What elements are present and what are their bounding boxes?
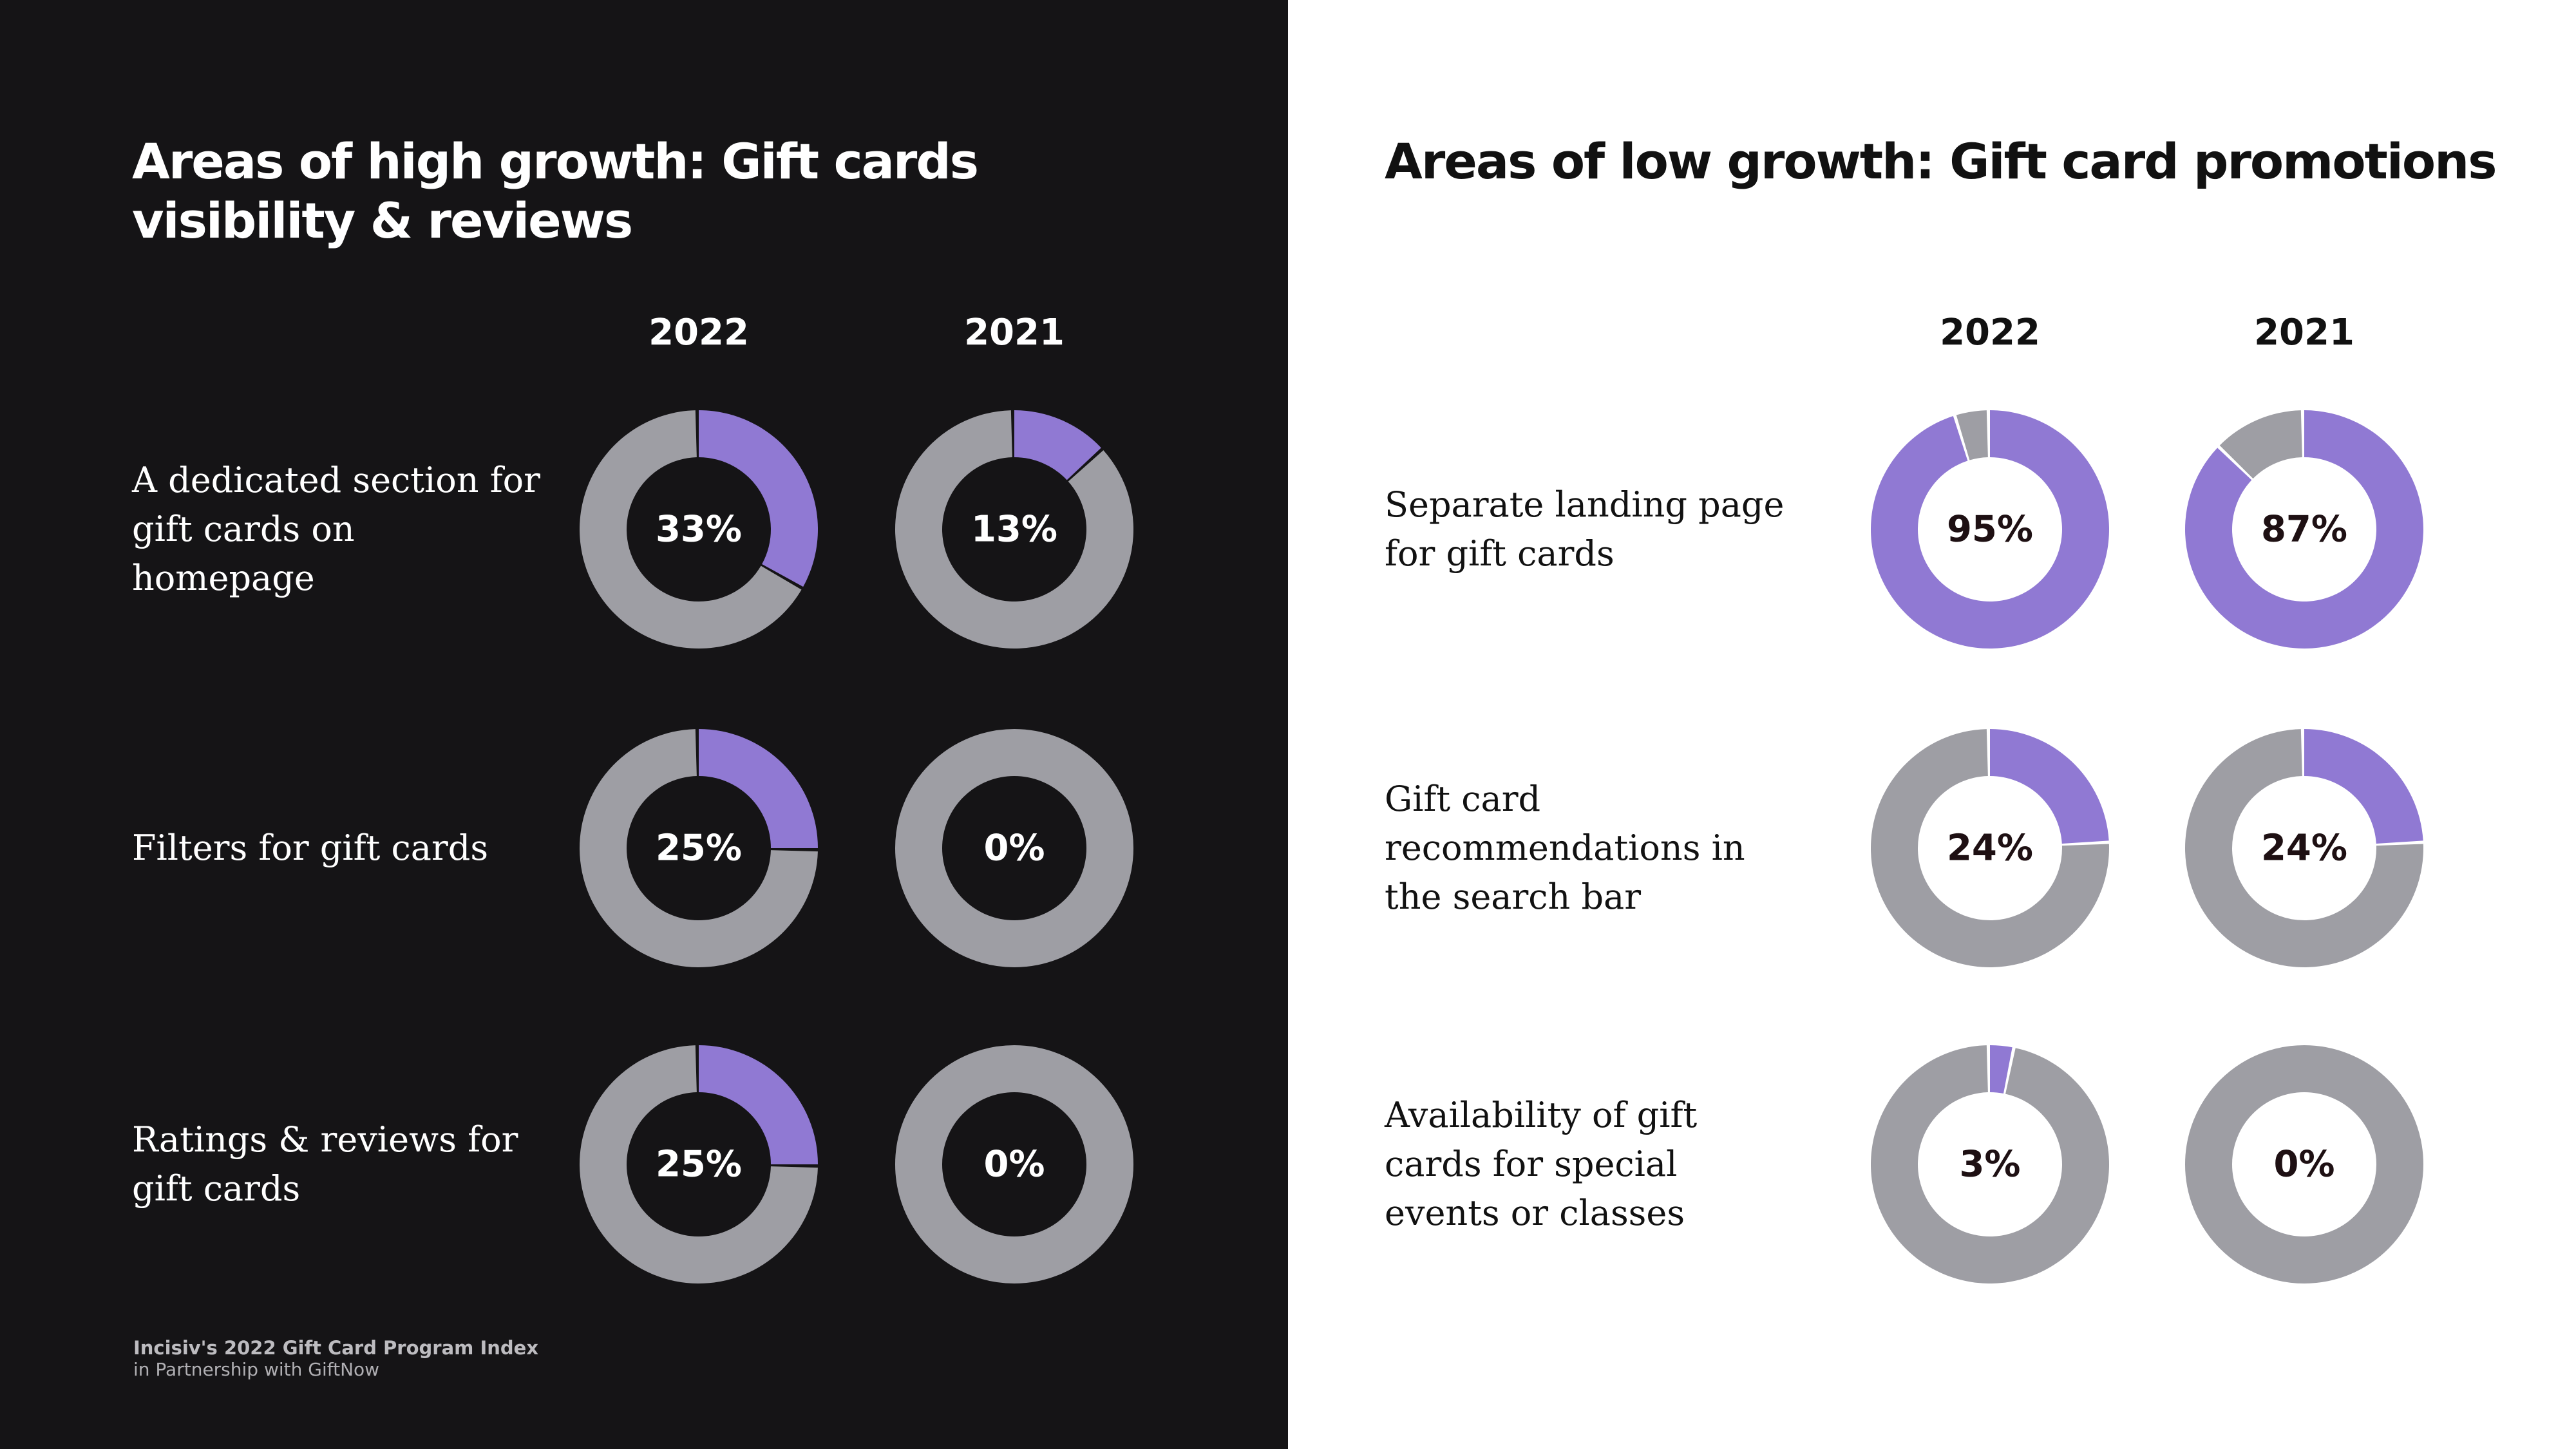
donut-search-recommendations-2021-value-label: 24% <box>2261 828 2347 869</box>
donut-filters-2021: 0% <box>895 729 1133 967</box>
donut-homepage-section-2021-value-label: 13% <box>971 509 1057 551</box>
donut-search-recommendations-2022: 24% <box>1871 729 2109 967</box>
donut-search-recommendations-2022-value-slice <box>1990 729 2109 844</box>
donut-special-events-2021-rest-ring <box>2185 1045 2423 1283</box>
donut-landing-page-2021-rest-slice <box>2219 410 2302 479</box>
high-growth-panel: Areas of high growth: Gift cards visibil… <box>0 0 1288 1449</box>
donut-homepage-section-2022-value-slice <box>699 410 818 587</box>
donut-filters-2021-value-label: 0% <box>983 828 1045 869</box>
footer: Incisiv's 2022 Gift Card Program Index i… <box>133 1337 538 1381</box>
donut-search-recommendations-2021: 24% <box>2185 729 2423 967</box>
year-header-2021: 2021 <box>2254 312 2354 354</box>
row-label-ratings-reviews: Ratings & reviews for gift cards <box>132 1119 518 1209</box>
donut-homepage-section-2022-rest-slice <box>580 410 802 649</box>
row-label-search-recommendations: Gift card recommendations in the search … <box>1385 779 1745 917</box>
donut-ratings-reviews-2022-value-label: 25% <box>656 1144 742 1186</box>
year-header-2022: 2022 <box>649 312 749 354</box>
donut-ratings-reviews-2022: 25% <box>580 1045 818 1283</box>
donut-landing-page-2022-value-slice <box>1871 410 2109 649</box>
donut-ratings-reviews-2021: 0% <box>895 1045 1133 1283</box>
donut-ratings-reviews-2022-value-slice <box>699 1045 818 1164</box>
donut-special-events-2022-rest-slice <box>1871 1045 2109 1283</box>
row-label-homepage-section: A dedicated section for gift cards on ho… <box>132 460 540 598</box>
footer-source: Incisiv's 2022 Gift Card Program Index <box>133 1337 539 1359</box>
donut-landing-page-2021-value-label: 87% <box>2261 509 2347 551</box>
donut-search-recommendations-2022-rest-slice <box>1871 729 2109 967</box>
donut-ratings-reviews-2021-value-label: 0% <box>983 1144 1045 1186</box>
donut-homepage-section-2021: 13% <box>895 410 1133 649</box>
year-header-2021: 2021 <box>964 312 1065 354</box>
row-label-special-events: Availability of gift cards for special e… <box>1385 1095 1698 1233</box>
donut-special-events-2021: 0% <box>2185 1045 2423 1283</box>
row-label-filters: Filters for gift cards <box>132 828 489 868</box>
donut-ratings-reviews-2022-rest-slice <box>580 1045 818 1283</box>
donut-homepage-section-2022: 33% <box>580 410 818 649</box>
donut-landing-page-2022-value-label: 95% <box>1947 509 2033 551</box>
low-growth-title: Areas of low growth: Gift card promotion… <box>1385 133 2497 190</box>
donut-special-events-2022-value-label: 3% <box>1959 1144 2020 1186</box>
donut-homepage-section-2021-rest-slice <box>895 410 1133 649</box>
donut-landing-page-2021: 87% <box>2185 410 2423 649</box>
donut-special-events-2021-value-label: 0% <box>2273 1144 2334 1186</box>
donut-search-recommendations-2021-value-slice <box>2304 729 2423 844</box>
donut-filters-2022: 25% <box>580 729 818 967</box>
donut-homepage-section-2022-value-label: 33% <box>656 509 742 551</box>
donut-filters-2022-value-label: 25% <box>656 828 742 869</box>
year-header-2022: 2022 <box>1940 312 2040 354</box>
donut-ratings-reviews-2021-rest-ring <box>895 1045 1133 1283</box>
donut-filters-2022-value-slice <box>699 729 818 848</box>
donut-filters-2021-rest-ring <box>895 729 1133 967</box>
donut-landing-page-2021-value-slice <box>2185 410 2423 649</box>
donut-special-events-2022: 3% <box>1871 1045 2109 1283</box>
donut-homepage-section-2021-value-slice <box>1014 410 1101 480</box>
donut-search-recommendations-2021-rest-slice <box>2185 729 2423 967</box>
footer-partner: in Partnership with GiftNow <box>133 1359 380 1380</box>
donut-landing-page-2022-rest-slice <box>1956 410 1988 460</box>
donut-landing-page-2022: 95% <box>1871 410 2109 649</box>
donut-filters-2022-rest-slice <box>580 729 818 967</box>
low-growth-panel: Areas of low growth: Gift card promotion… <box>1288 0 2576 1449</box>
donut-search-recommendations-2022-value-label: 24% <box>1947 828 2033 869</box>
row-label-landing-page: Separate landing page for gift cards <box>1385 484 1785 574</box>
donut-special-events-2022-value-slice <box>1990 1045 2012 1094</box>
high-growth-title: Areas of high growth: Gift cards visibil… <box>132 133 979 249</box>
